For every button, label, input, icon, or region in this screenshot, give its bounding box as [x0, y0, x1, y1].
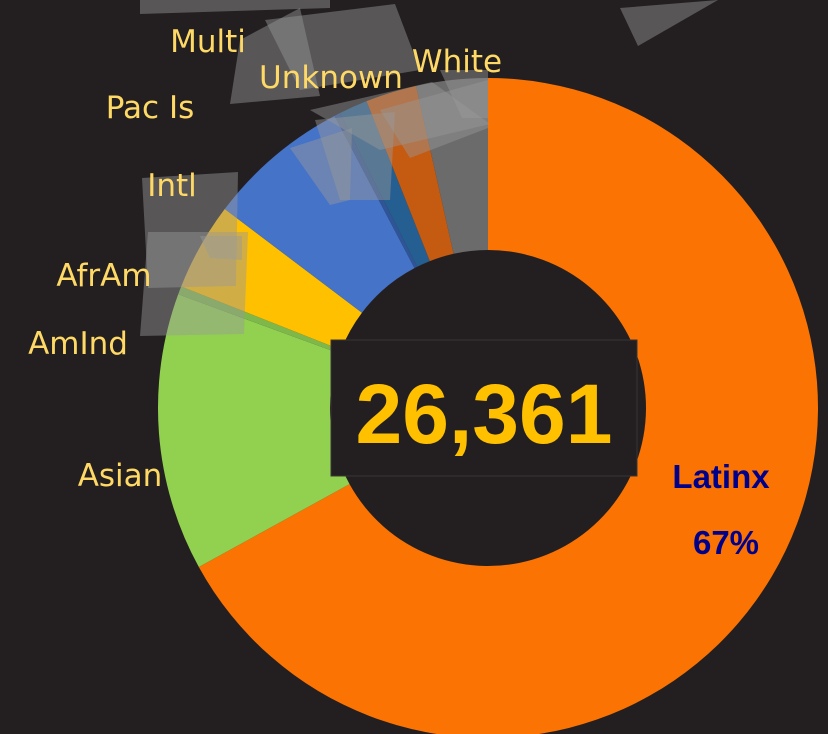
- slice-multi: [340, 101, 430, 267]
- slice-intl: [224, 115, 415, 313]
- decorative-overlay: [140, 0, 718, 336]
- slice-label-white: White: [412, 44, 502, 80]
- slice-label-latinx: Latinx: [672, 458, 770, 495]
- slice-label-afram: AfrAm: [56, 258, 151, 294]
- slice-label-intl: Intl: [147, 168, 197, 204]
- slice-label-pac-is: Pac Is: [106, 90, 195, 126]
- slice-label-multi: Multi: [170, 24, 246, 60]
- donut-slices: [157, 78, 818, 734]
- slice-latinx: [198, 78, 818, 734]
- slice-label-amind: AmInd: [28, 326, 128, 362]
- slice-pac-is: [334, 113, 418, 269]
- slice-label-unknown: Unknown: [259, 60, 403, 96]
- center-total-box: [330, 339, 638, 477]
- slice-unknown: [366, 85, 454, 262]
- slice-percent-latinx: 67%: [693, 524, 759, 561]
- slice-white: [416, 78, 488, 254]
- slice-asian: [157, 294, 350, 567]
- center-total: 26,361: [356, 367, 613, 461]
- slice-label-asian: Asian: [78, 458, 163, 494]
- slice-afram: [181, 209, 362, 350]
- slice-amind: [178, 286, 342, 354]
